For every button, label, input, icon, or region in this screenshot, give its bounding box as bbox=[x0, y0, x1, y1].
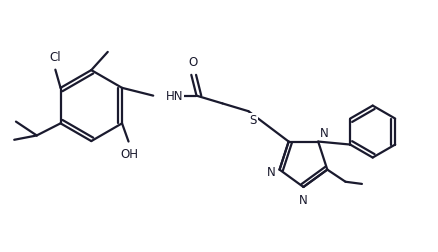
Text: HN: HN bbox=[166, 90, 184, 103]
Text: N: N bbox=[267, 166, 276, 179]
Text: OH: OH bbox=[120, 147, 138, 160]
Text: Cl: Cl bbox=[49, 51, 61, 64]
Text: O: O bbox=[189, 56, 198, 69]
Text: S: S bbox=[250, 114, 257, 127]
Text: N: N bbox=[320, 127, 329, 140]
Text: N: N bbox=[299, 194, 308, 207]
